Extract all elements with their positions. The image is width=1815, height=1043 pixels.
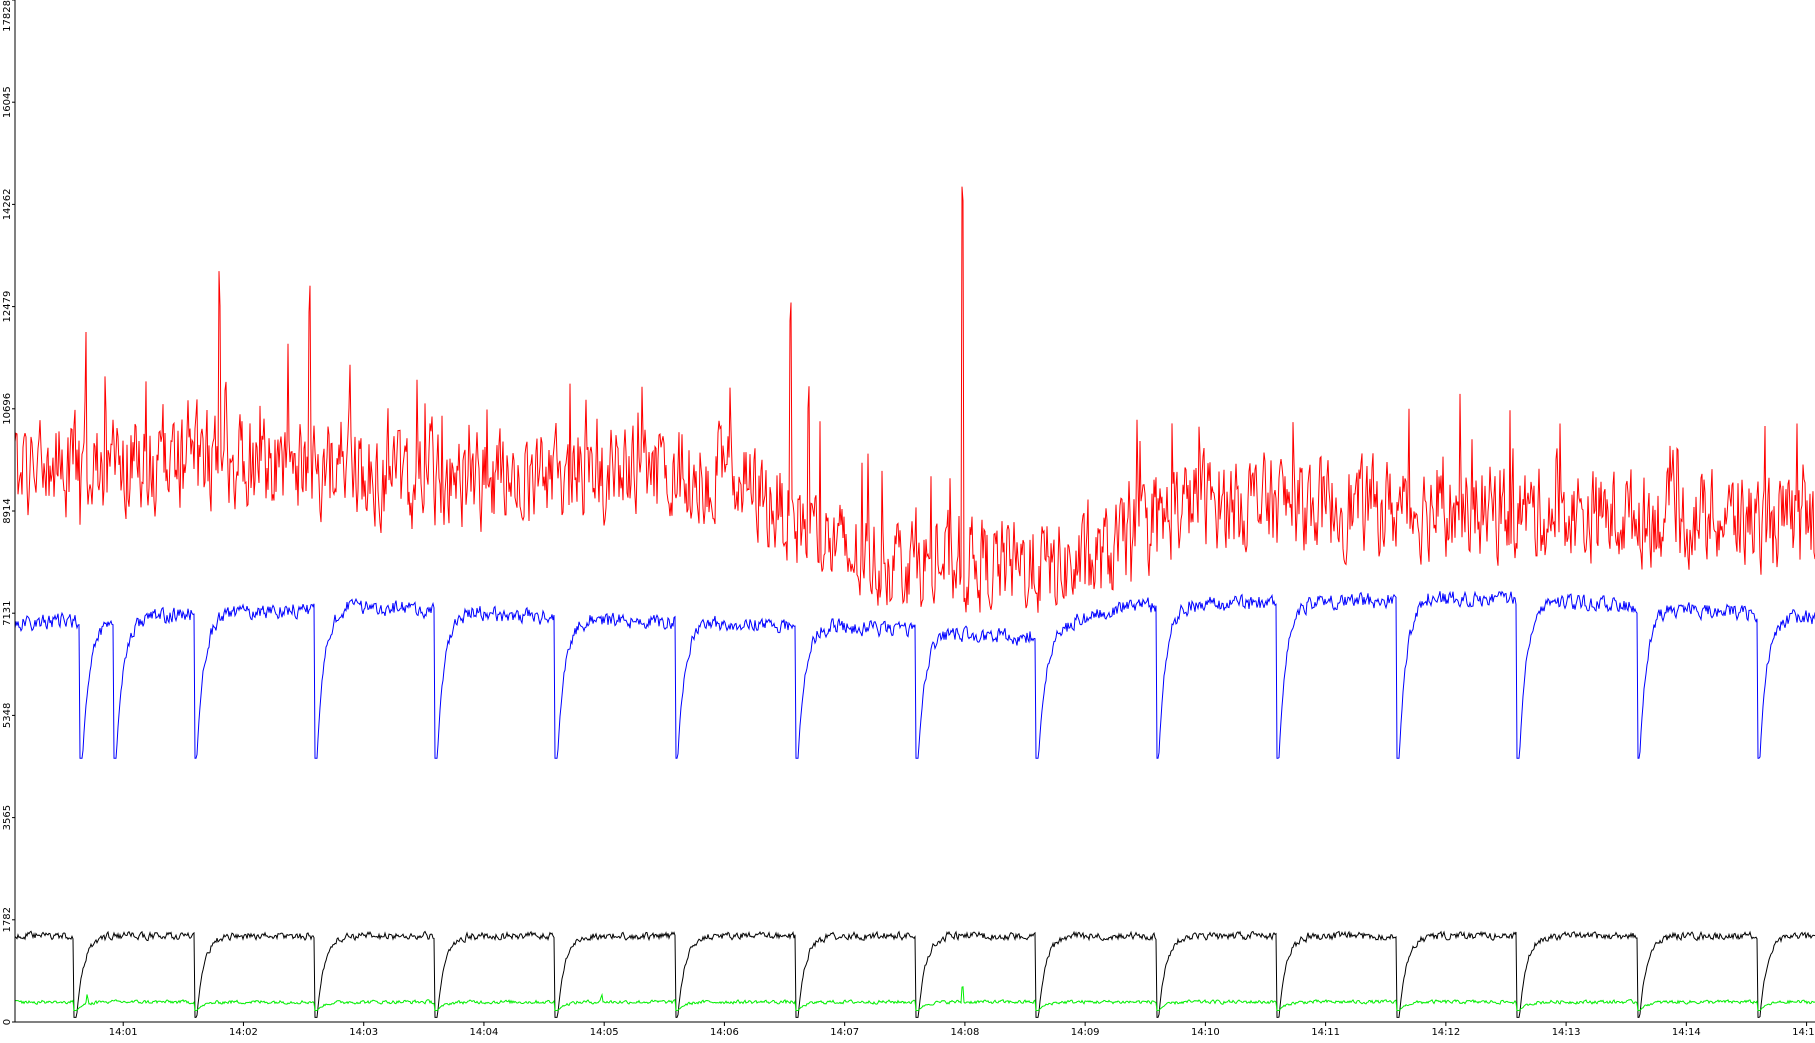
series-line-1 bbox=[14, 186, 1815, 613]
x-tick-label: 14:05 bbox=[590, 1027, 619, 1038]
x-tick-label: 14:02 bbox=[229, 1027, 258, 1038]
x-tick-label: 14:15 bbox=[1792, 1027, 1815, 1038]
x-tick-label: 14:03 bbox=[349, 1027, 378, 1038]
x-tick-label: 14:12 bbox=[1431, 1027, 1460, 1038]
x-tick-label: 14:09 bbox=[1071, 1027, 1100, 1038]
y-tick-label: 0 bbox=[2, 1019, 13, 1025]
y-tick-label: 17828 bbox=[2, 0, 13, 32]
series-lines bbox=[14, 186, 1815, 1018]
x-tick-label: 14:10 bbox=[1191, 1027, 1220, 1038]
y-tick-label: 12479 bbox=[2, 291, 13, 323]
series-line-3 bbox=[14, 930, 1815, 1018]
y-tick-label: 1782 bbox=[2, 907, 13, 932]
x-tick-label: 14:07 bbox=[830, 1027, 859, 1038]
x-tick-label: 14:13 bbox=[1552, 1027, 1581, 1038]
x-tick-label: 14:04 bbox=[470, 1027, 499, 1038]
x-tick-label: 14:14 bbox=[1672, 1027, 1701, 1038]
y-tick-label: 10696 bbox=[2, 393, 13, 425]
y-tick-label: 14262 bbox=[2, 188, 13, 220]
y-tick-label: 3565 bbox=[2, 805, 13, 830]
x-tick-label: 14:01 bbox=[109, 1027, 138, 1038]
y-tick-label: 5348 bbox=[2, 703, 13, 728]
x-tick-label: 14:06 bbox=[710, 1027, 739, 1038]
y-tick-label: 7131 bbox=[2, 600, 13, 625]
y-tick-label: 16045 bbox=[2, 86, 13, 118]
y-tick-label: 8914 bbox=[2, 498, 13, 523]
x-tick-label: 14:11 bbox=[1311, 1027, 1340, 1038]
series-line-4 bbox=[14, 986, 1815, 1011]
x-tick-label: 14:08 bbox=[950, 1027, 979, 1038]
series-line-2 bbox=[14, 590, 1815, 759]
